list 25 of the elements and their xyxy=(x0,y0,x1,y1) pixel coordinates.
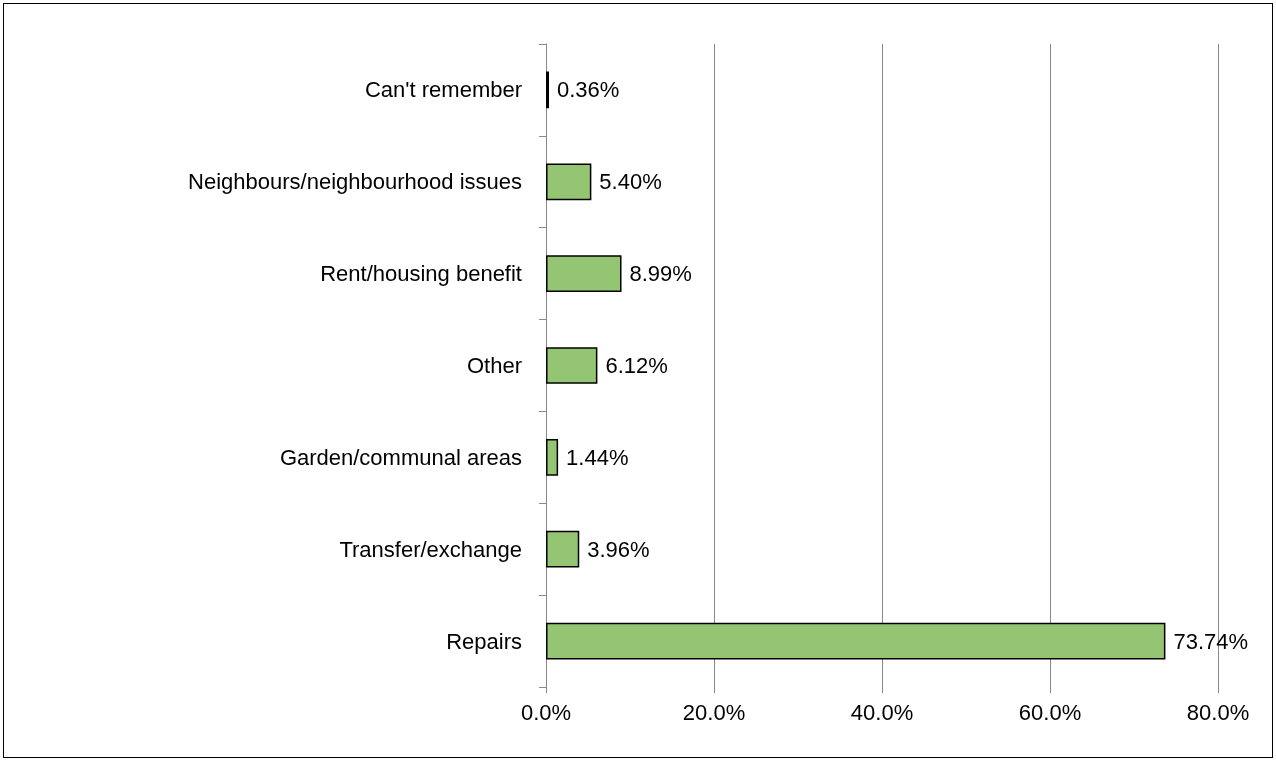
bar xyxy=(546,530,580,568)
y-tick-label: Transfer/exchange xyxy=(339,536,522,562)
x-tick-label: 0.0% xyxy=(520,699,572,725)
x-tick-label: 80.0% xyxy=(1186,699,1250,725)
bar xyxy=(546,438,559,476)
x-tick-label: 20.0% xyxy=(682,699,746,725)
data-label: 0.36% xyxy=(557,77,620,103)
y-tick-label: Can't remember xyxy=(364,77,522,103)
data-label: 6.12% xyxy=(605,353,668,378)
bar xyxy=(546,163,592,201)
bar xyxy=(546,347,598,384)
data-label: 5.40% xyxy=(599,169,662,195)
y-tick-label: Repairs xyxy=(446,628,522,654)
x-tick-label: 60.0% xyxy=(1018,699,1082,725)
bar xyxy=(546,255,622,293)
x-tick-label: 40.0% xyxy=(850,699,914,725)
bar xyxy=(546,622,1166,660)
y-tick-label: Neighbours/neighbourhood issues xyxy=(188,169,522,195)
y-tick-label: Garden/communal areas xyxy=(279,444,522,470)
data-label: 73.74% xyxy=(1173,628,1249,654)
data-label: 1.44% xyxy=(566,444,629,470)
data-label: 8.99% xyxy=(629,261,692,287)
y-tick-label: Rent/housing benefit xyxy=(320,261,522,287)
y-tick-label: Other xyxy=(466,353,522,378)
data-label: 3.96% xyxy=(587,536,650,562)
